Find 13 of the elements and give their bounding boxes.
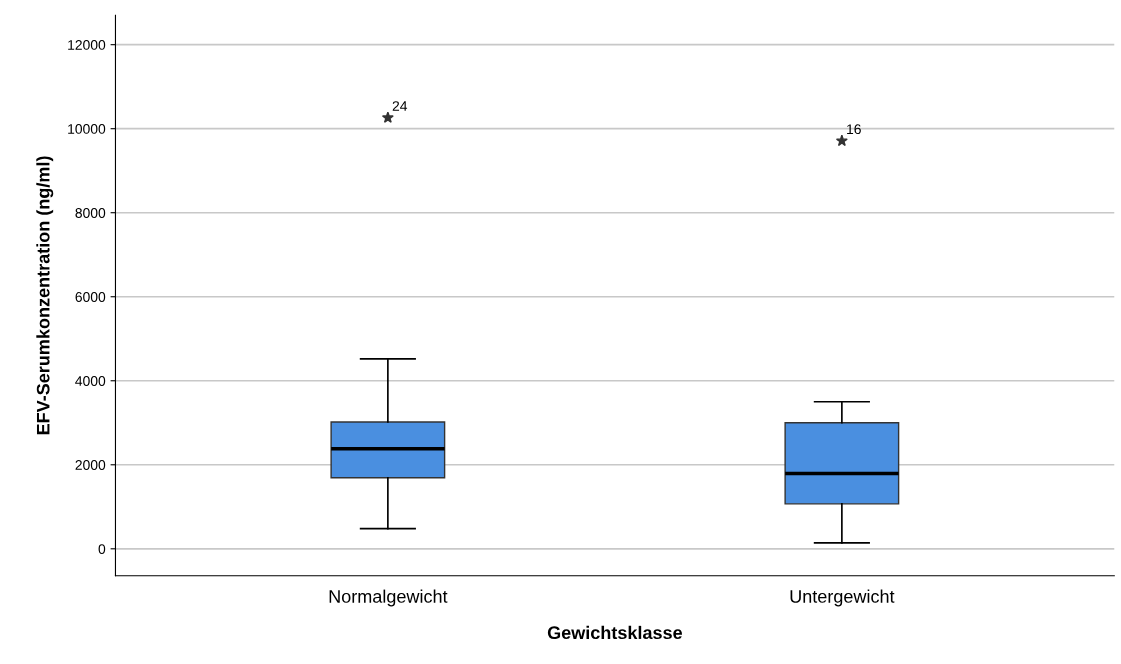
y-tick-label: 6000 [75,292,106,302]
annotation: 24 [392,101,408,111]
y-tick-label: 2000 [75,460,106,470]
y-tick-label: 4000 [75,376,106,386]
y-tick-label: 10000 [68,124,106,134]
annotation: 16 [847,124,861,135]
y-tick-label: 8000 [75,208,106,218]
y-axis-title: EFV-Serumkonzentration (ng/ml) [36,156,54,435]
x-axis-title: Gewichtsklasse [547,625,683,640]
x-tick-label: Untergewicht [790,589,895,607]
y-tick-label: 12000 [68,40,106,50]
x-tick-label: Normalgewicht [329,589,448,607]
y-tick-label: 0 [98,544,106,554]
